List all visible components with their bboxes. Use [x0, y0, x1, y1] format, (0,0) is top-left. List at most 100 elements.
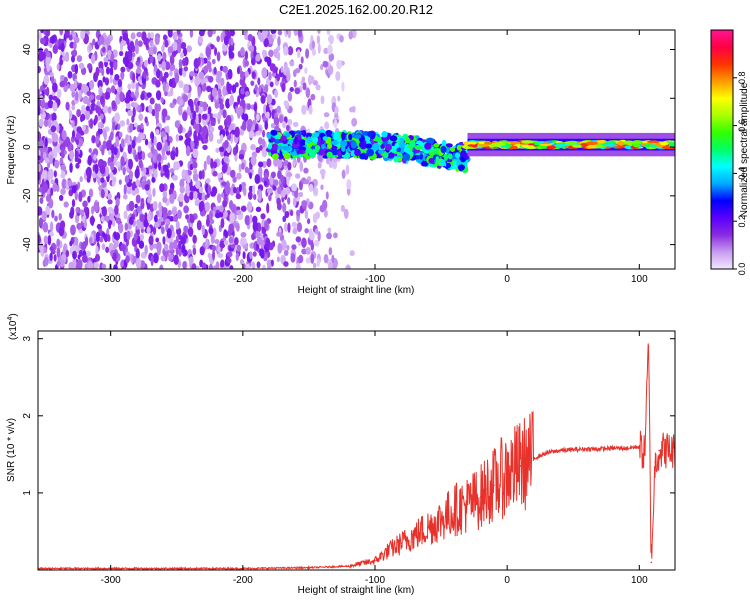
heatmap-cell: [152, 252, 159, 264]
heatmap-cell: [126, 230, 131, 241]
heatmap-cell: [290, 252, 296, 263]
heatmap-cell: [257, 77, 261, 86]
heatmap-cell: [510, 145, 518, 150]
heatmap-cell: [310, 93, 316, 101]
heatmap-cell: [76, 222, 82, 230]
heatmap-cell: [298, 191, 304, 198]
heatmap-cell: [298, 63, 303, 70]
heatmap-cell: [285, 186, 291, 195]
heatmap-cell: [291, 244, 297, 250]
heatmap-cell: [45, 30, 51, 37]
heatmap-cell: [68, 34, 73, 41]
heatmap-cell: [308, 105, 313, 115]
heatmap-cell: [254, 174, 261, 185]
heatmap-cell: [88, 188, 94, 198]
heatmap-cell: [345, 164, 350, 175]
snr-marks: [38, 343, 675, 570]
heatmap-cell: [157, 153, 162, 162]
heatmap-cell: [135, 257, 142, 269]
heatmap-cell: [429, 151, 435, 157]
heatmap-cell: [327, 142, 333, 149]
heatmap-cell: [121, 265, 127, 269]
heatmap-cell: [284, 132, 291, 138]
snr-x-ticks: -300 -200 -100 0 100: [101, 331, 648, 586]
heatmap-cell: [310, 241, 314, 251]
heatmap-cell: [217, 246, 221, 253]
heatmap-cell: [135, 68, 142, 74]
heatmap-cell: [38, 234, 41, 245]
colorbar-ticks: 0.0 0.2 0.4 0.6 0.8: [733, 72, 747, 275]
heatmap-cell: [239, 258, 245, 266]
heatmap-cell: [149, 168, 153, 176]
heatmap-cell: [283, 152, 291, 160]
heatmap-cell: [95, 66, 100, 78]
heatmap-cell: [292, 197, 297, 207]
heatmap-cell: [84, 109, 91, 121]
heatmap-cell: [217, 88, 222, 99]
heatmap-cell: [189, 214, 195, 224]
heatmap-cell: [282, 215, 287, 223]
heatmap-cell: [192, 161, 198, 169]
heatmap-cell: [268, 71, 272, 81]
heatmap-cell: [107, 106, 112, 114]
heatmap-cell: [161, 155, 165, 161]
heatmap-cell: [260, 95, 266, 104]
heatmap-cell: [314, 228, 319, 235]
heatmap-cell: [247, 103, 251, 111]
heatmap-cell: [43, 119, 49, 127]
heatmap-cell: [329, 53, 335, 61]
heatmap-cell: [46, 52, 51, 58]
heatmap-cell: [89, 216, 96, 224]
heatmap-cell: [114, 204, 119, 216]
heatmap-cell: [206, 155, 211, 165]
heatmap-cell: [239, 77, 245, 86]
heatmap-cell: [106, 139, 112, 150]
heatmap-cell: [445, 143, 453, 148]
heatmap-cell: [48, 94, 54, 101]
heatmap-cell: [240, 47, 245, 57]
snr-point: [585, 448, 588, 450]
heatmap-cell: [297, 30, 302, 38]
heatmap-cell: [380, 144, 385, 149]
heatmap-cell: [148, 235, 154, 246]
heatmap-cell: [172, 215, 179, 222]
snr-y-scale-base: (x10: [8, 320, 19, 340]
heatmap-cell: [67, 70, 73, 79]
heatmap-cell: [59, 220, 66, 229]
heatmap-cell: [178, 58, 183, 69]
heatmap-cell: [104, 77, 110, 86]
heatmap-cell: [59, 259, 65, 267]
heatmap-cell: [122, 167, 126, 176]
heatmap-cell: [114, 112, 121, 123]
colorbar-gradient: [710, 29, 734, 270]
heatmap-cell: [242, 251, 246, 260]
heatmap-cell: [617, 141, 625, 146]
heatmap-cell: [123, 232, 128, 241]
heatmap-cell: [265, 237, 271, 249]
heatmap-cell: [56, 88, 62, 99]
heatmap-cell: [286, 172, 293, 178]
heatmap-cell: [142, 70, 147, 79]
heatmap-cell: [155, 90, 162, 101]
heatmap-cell: [327, 227, 332, 233]
heatmap-cell: [241, 162, 245, 170]
heatmap-cell: [385, 143, 392, 151]
heatmap-cell: [216, 35, 221, 43]
heatmap-cell: [493, 142, 506, 146]
snr-point: [413, 534, 416, 537]
heatmap-cell: [118, 222, 124, 234]
heatmap-cell: [229, 212, 235, 223]
heatmap-cell: [50, 35, 56, 45]
heatmap-cell: [49, 42, 53, 48]
snr-series-line: [38, 343, 675, 570]
heatmap-cell: [331, 254, 335, 264]
heatmap-cell: [305, 246, 311, 255]
heatmap-cell: [68, 261, 74, 269]
heatmap-cell: [78, 62, 85, 70]
heatmap-cell: [291, 221, 297, 228]
heatmap-cell: [147, 32, 151, 39]
heatmap-cell: [317, 231, 321, 242]
heatmap-cell: [120, 40, 127, 47]
heatmap-cell: [97, 176, 101, 186]
heatmap-cell: [311, 40, 316, 49]
